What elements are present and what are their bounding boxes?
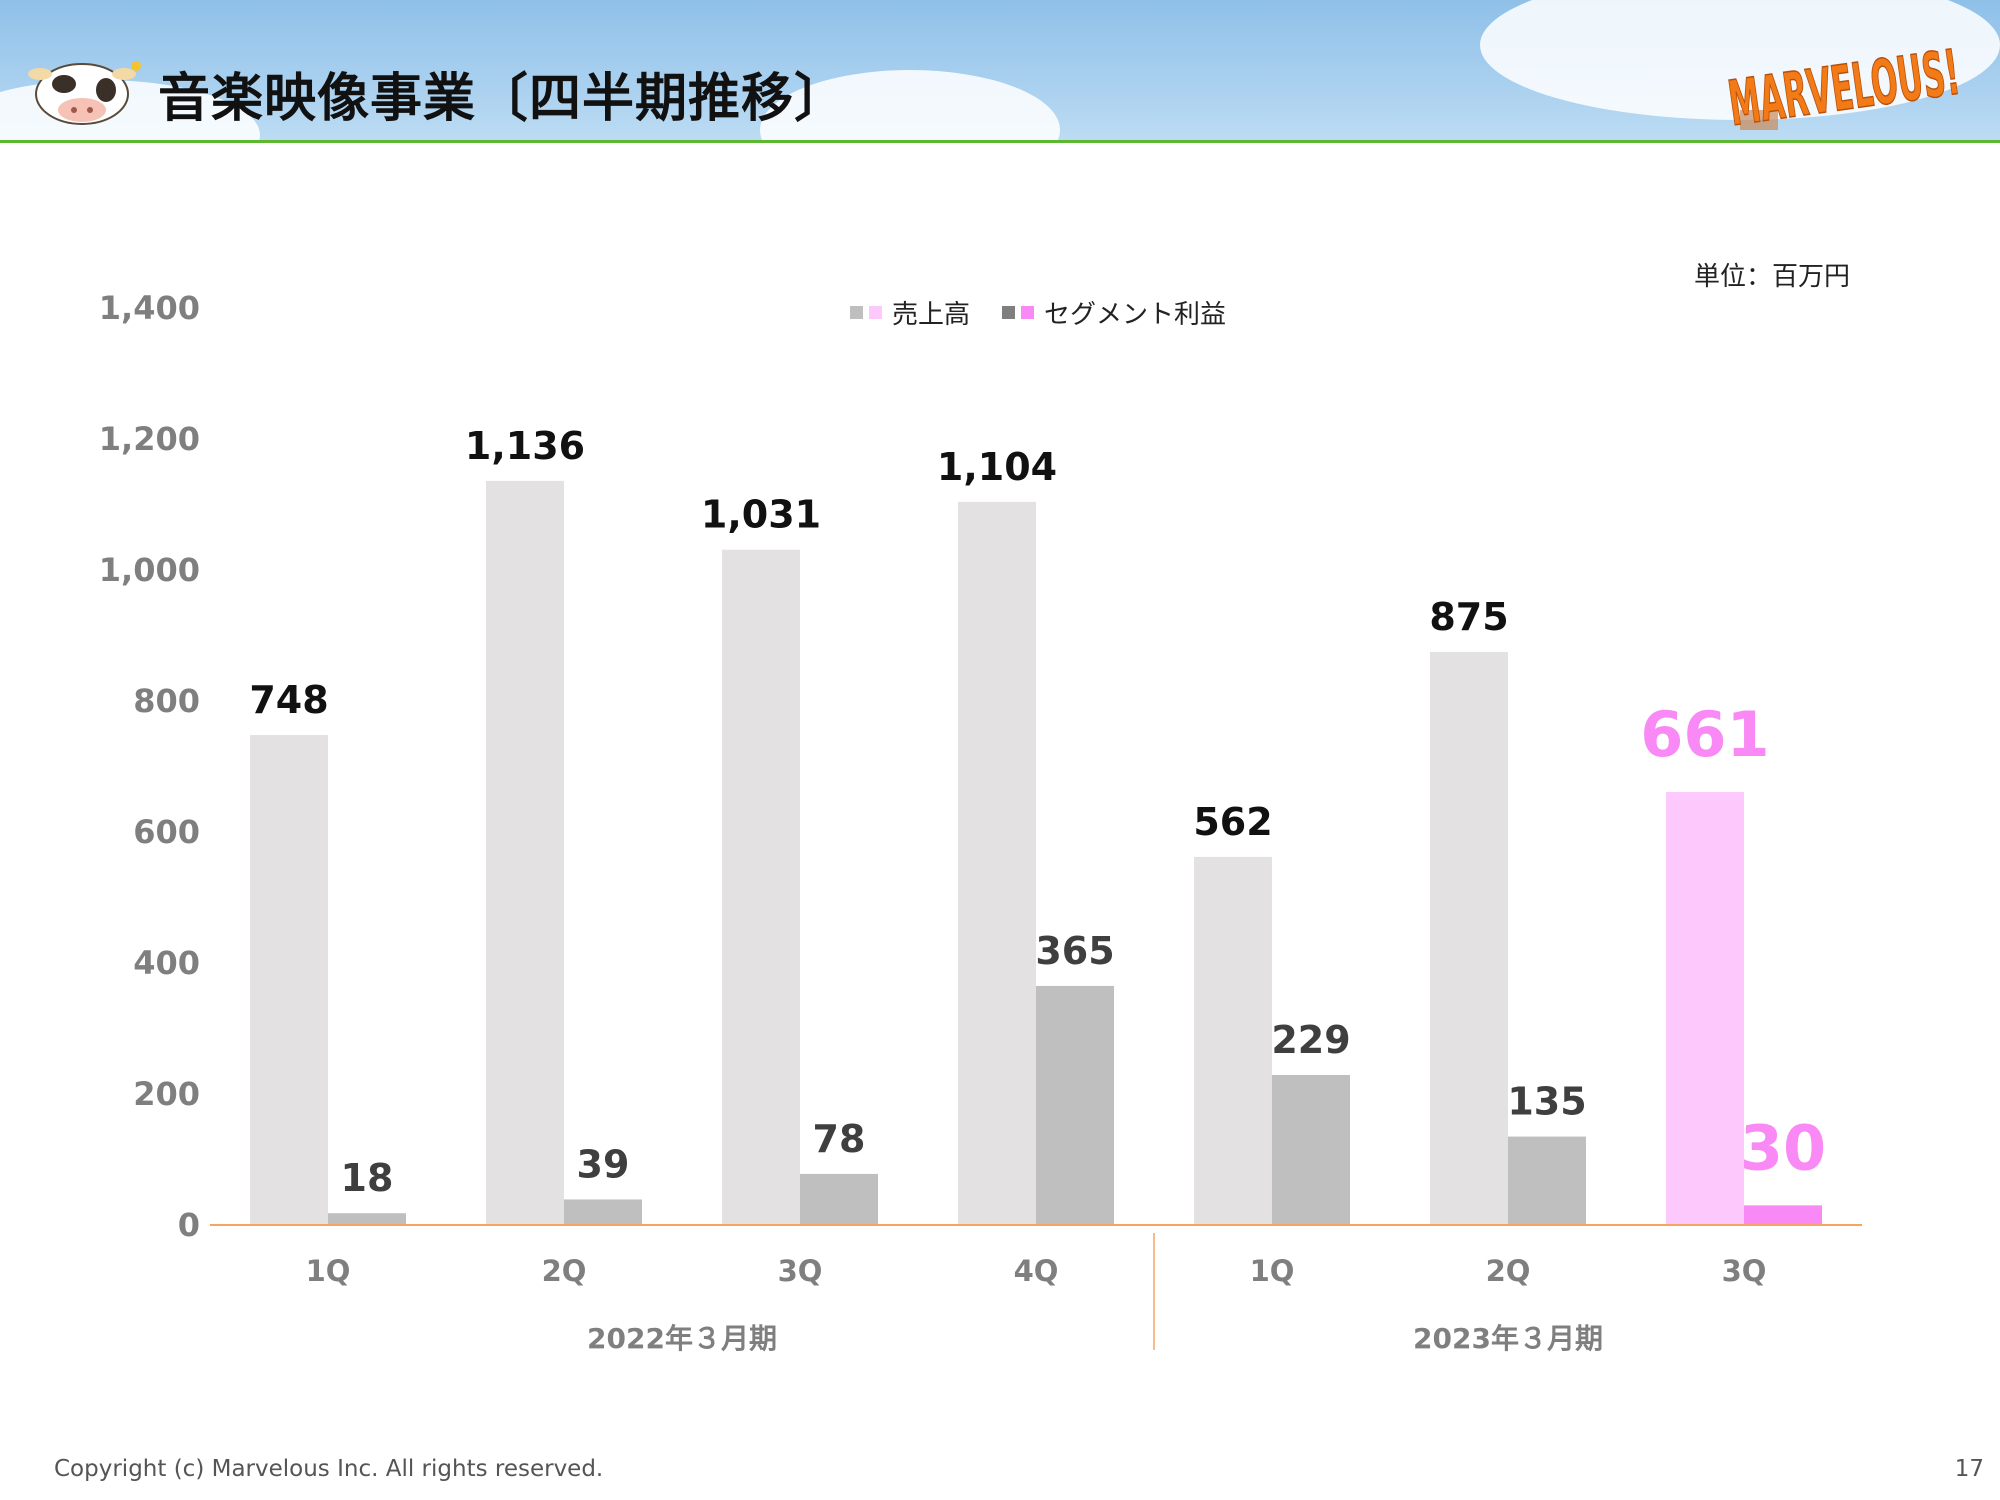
sales-bar (958, 501, 1036, 1225)
y-tick-label: 1,200 (99, 420, 200, 458)
legend-swatch-profit (1002, 305, 1016, 319)
sales-value-label: 562 (1193, 800, 1272, 844)
page-title: 音楽映像事業〔四半期推移〕 (158, 69, 848, 129)
slide-header: 音楽映像事業〔四半期推移〕 MARVELOUS! (0, 0, 2000, 143)
profit-bar (564, 1199, 642, 1225)
sales-bar (1430, 651, 1508, 1225)
legend-swatch-sales-highlight (869, 305, 882, 319)
sales-bar (1666, 792, 1744, 1225)
sales-value-label: 661 (1640, 698, 1769, 771)
y-tick-label: 800 (133, 682, 200, 720)
profit-value-label: 135 (1507, 1080, 1586, 1124)
legend-label-sales: 売上高 (892, 299, 971, 330)
sales-bar (250, 735, 328, 1225)
y-tick-label: 1,400 (99, 289, 200, 327)
chart-legend: 売上高 セグメント利益 (850, 296, 1227, 330)
profit-value-label: 18 (341, 1156, 394, 1200)
sales-value-label: 875 (1429, 595, 1508, 639)
legend-swatch-profit-highlight (1021, 305, 1035, 319)
sales-bar (486, 480, 564, 1225)
page-number: 17 (1954, 1456, 1984, 1482)
copyright: Copyright (c) Marvelous Inc. All rights … (54, 1456, 604, 1482)
profit-value-label: 30 (1740, 1111, 1826, 1184)
cow-mascot-icon (28, 61, 141, 125)
profit-bar (1508, 1136, 1586, 1225)
legend-label-profit: セグメント利益 (1044, 299, 1227, 330)
profit-value-label: 78 (813, 1117, 866, 1161)
x-tick-label: 2Q (1486, 1254, 1531, 1288)
x-tick-label: 1Q (306, 1254, 351, 1288)
x-tick-label: 4Q (1014, 1254, 1059, 1288)
y-tick-label: 400 (133, 944, 200, 982)
profit-bar (800, 1173, 878, 1225)
legend-swatch-sales (850, 305, 863, 319)
marvelous-logo: MARVELOUS! (1723, 35, 1964, 134)
profit-value-label: 39 (577, 1142, 630, 1186)
sales-bar (722, 549, 800, 1225)
profit-bar (328, 1213, 406, 1225)
y-tick-label: 200 (133, 1075, 200, 1113)
y-tick-label: 0 (178, 1206, 200, 1244)
x-tick-label: 2Q (542, 1254, 587, 1288)
y-tick-label: 1,000 (99, 551, 200, 589)
x-tick-label: 3Q (778, 1254, 823, 1288)
sales-value-label: 1,136 (465, 424, 585, 468)
profit-value-label: 229 (1271, 1018, 1350, 1062)
bar-chart: 0 200 400 600 800 1,000 1,200 1,400 748 18 1Q 1,136… (99, 289, 1862, 1355)
profit-value-label: 365 (1035, 929, 1114, 973)
profit-bar (1272, 1075, 1350, 1225)
profit-bar (1744, 1205, 1822, 1225)
sales-value-label: 748 (249, 678, 328, 722)
profit-bar (1036, 985, 1114, 1225)
x-tick-label: 1Q (1250, 1254, 1295, 1288)
sales-bar (1194, 856, 1272, 1225)
unit-label: 単位：百万円 (1693, 262, 1850, 292)
cloud-decoration (1480, 0, 2000, 120)
y-tick-label: 600 (133, 813, 200, 851)
group-label: 2022年３月期 (587, 1322, 777, 1355)
sales-value-label: 1,104 (937, 445, 1057, 489)
sales-value-label: 1,031 (701, 493, 821, 537)
group-label: 2023年３月期 (1413, 1322, 1603, 1355)
x-tick-label: 3Q (1722, 1254, 1767, 1288)
